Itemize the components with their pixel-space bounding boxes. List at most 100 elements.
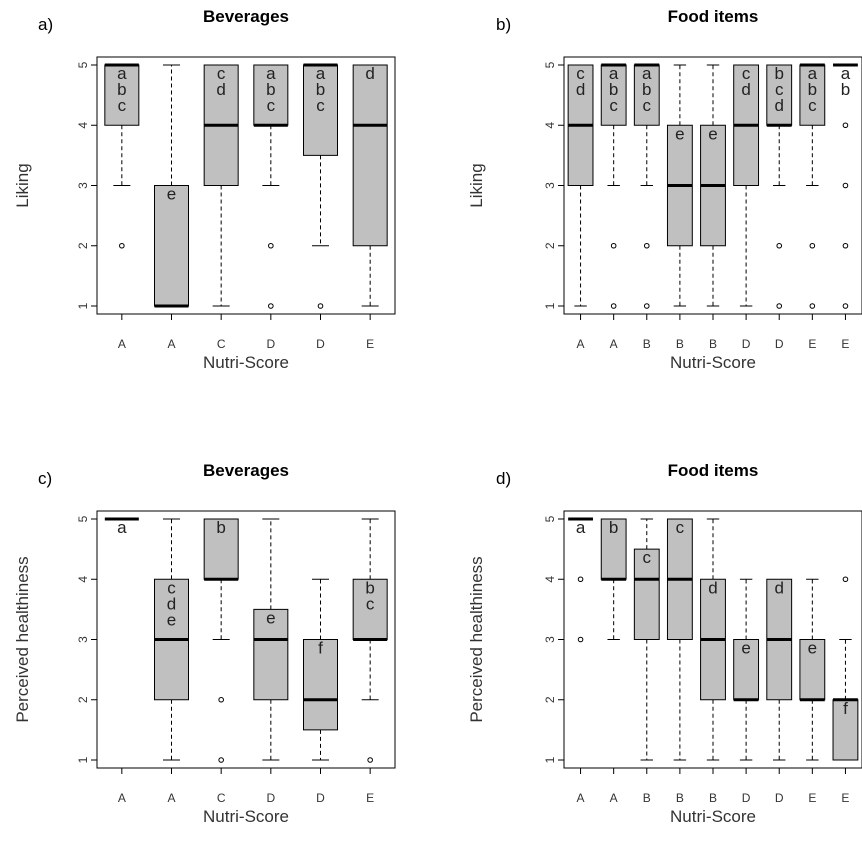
iqr-box bbox=[203, 518, 239, 580]
panel-title: Food items bbox=[668, 7, 759, 26]
x-axis-title: Nutri-Score bbox=[670, 807, 756, 826]
outlier-point bbox=[268, 303, 274, 309]
group-letter: a bbox=[841, 64, 851, 83]
x-tick-label: C bbox=[217, 791, 226, 805]
group-letter: d bbox=[576, 80, 585, 99]
y-tick-label: 2 bbox=[543, 696, 557, 703]
iqr-box bbox=[733, 639, 760, 701]
y-tick-label: 5 bbox=[543, 61, 557, 68]
group-letter: c bbox=[316, 96, 325, 115]
x-tick-label: D bbox=[775, 791, 784, 805]
iqr-box bbox=[352, 578, 388, 640]
x-tick-label: D bbox=[775, 337, 784, 351]
y-tick-label: 3 bbox=[543, 636, 557, 643]
group-letter: c bbox=[366, 594, 375, 613]
x-tick-label: E bbox=[366, 337, 374, 351]
box-8: abc bbox=[799, 63, 826, 309]
outlier-point bbox=[218, 757, 224, 763]
box-6: e bbox=[733, 578, 760, 761]
group-letter: a bbox=[117, 518, 127, 537]
outlier-point bbox=[610, 303, 617, 309]
x-tick-label: D bbox=[742, 791, 751, 805]
iqr-box bbox=[633, 548, 660, 640]
box-7: d bbox=[766, 578, 793, 761]
group-letter: e bbox=[675, 124, 684, 143]
iqr-box bbox=[799, 64, 826, 126]
box-6: bc bbox=[352, 518, 388, 763]
panel-label: b) bbox=[496, 15, 511, 34]
x-tick-label: B bbox=[676, 791, 684, 805]
group-letter: b bbox=[365, 578, 374, 597]
x-tick-label: B bbox=[643, 791, 651, 805]
chart-panel-4: d) Food items 1 2 3 4 5 Perceived healthiness A A… bbox=[467, 461, 862, 826]
y-tick-label: 4 bbox=[76, 576, 90, 583]
group-letter: c bbox=[267, 96, 276, 115]
iqr-box bbox=[633, 64, 660, 126]
x-tick-label: E bbox=[841, 337, 849, 351]
group-letter: a bbox=[576, 518, 586, 537]
x-tick-label: A bbox=[610, 791, 618, 805]
group-letter: d bbox=[741, 80, 750, 99]
y-tick-label: 2 bbox=[76, 696, 90, 703]
outlier-point bbox=[776, 242, 783, 249]
chart-panel-3: c) Beverages 1 2 3 4 5 Perceived healthiness A A C… bbox=[13, 461, 396, 826]
group-letter: b bbox=[609, 80, 618, 99]
outlier-point bbox=[842, 242, 849, 249]
x-tick-label: A bbox=[118, 791, 126, 805]
plot-frame bbox=[96, 510, 396, 769]
group-letter: d bbox=[167, 594, 176, 613]
box-9: ab bbox=[833, 63, 858, 309]
group-letter: b bbox=[117, 80, 126, 99]
outlier-point bbox=[317, 303, 324, 309]
group-letter: a bbox=[266, 64, 276, 83]
x-tick-label: E bbox=[808, 337, 816, 351]
box-5: e bbox=[700, 64, 726, 307]
panel-label: a) bbox=[38, 15, 53, 34]
box-7: bcd bbox=[766, 64, 793, 309]
group-letter: b bbox=[216, 518, 225, 537]
group-letter: a bbox=[117, 64, 127, 83]
box-1: abc bbox=[104, 63, 140, 249]
group-letter: d bbox=[774, 96, 783, 115]
y-tick-label: 1 bbox=[76, 756, 90, 763]
x-tick-label: D bbox=[316, 337, 325, 351]
box-3: abc bbox=[633, 63, 660, 309]
box-4: abc bbox=[253, 64, 289, 309]
iqr-box bbox=[600, 64, 627, 126]
group-letter: b bbox=[642, 80, 651, 99]
box-5: f bbox=[303, 578, 338, 761]
y-tick-label: 4 bbox=[543, 576, 557, 583]
x-axis-title: Nutri-Score bbox=[670, 353, 756, 372]
outlier-point bbox=[842, 122, 849, 129]
y-tick-label: 3 bbox=[76, 636, 90, 643]
group-letter: c bbox=[118, 96, 127, 115]
iqr-box bbox=[303, 64, 338, 156]
y-tick-label: 4 bbox=[76, 122, 90, 129]
group-letter: d bbox=[708, 578, 717, 597]
y-tick-label: 4 bbox=[543, 122, 557, 129]
x-tick-label: B bbox=[676, 337, 684, 351]
box-9: f bbox=[832, 576, 859, 761]
box-2: cde bbox=[154, 518, 189, 761]
y-tick-label: 1 bbox=[76, 302, 90, 309]
group-letter: b bbox=[609, 518, 618, 537]
group-letter: d bbox=[216, 80, 225, 99]
box-1: cd bbox=[567, 64, 594, 307]
iqr-box bbox=[104, 64, 140, 126]
x-tick-label: B bbox=[709, 791, 717, 805]
group-letter: a bbox=[316, 64, 326, 83]
group-letter: b bbox=[266, 80, 275, 99]
group-letter: e bbox=[167, 610, 176, 629]
box-4: c bbox=[666, 518, 693, 761]
x-tick-label: A bbox=[167, 791, 175, 805]
x-tick-label: A bbox=[577, 791, 585, 805]
group-letter: e bbox=[167, 185, 176, 204]
y-axis-title: Perceived healthiness bbox=[13, 556, 32, 722]
iqr-box bbox=[600, 518, 627, 580]
box-1: a bbox=[568, 517, 593, 643]
chart-panel-1: a) Beverages 1 2 3 4 5 Liking A A C D D E Nutri-Score a… bbox=[13, 7, 396, 372]
outlier-point bbox=[577, 636, 584, 643]
group-letter: c bbox=[643, 548, 652, 567]
box-3: b bbox=[203, 518, 239, 763]
outlier-point bbox=[367, 757, 373, 763]
